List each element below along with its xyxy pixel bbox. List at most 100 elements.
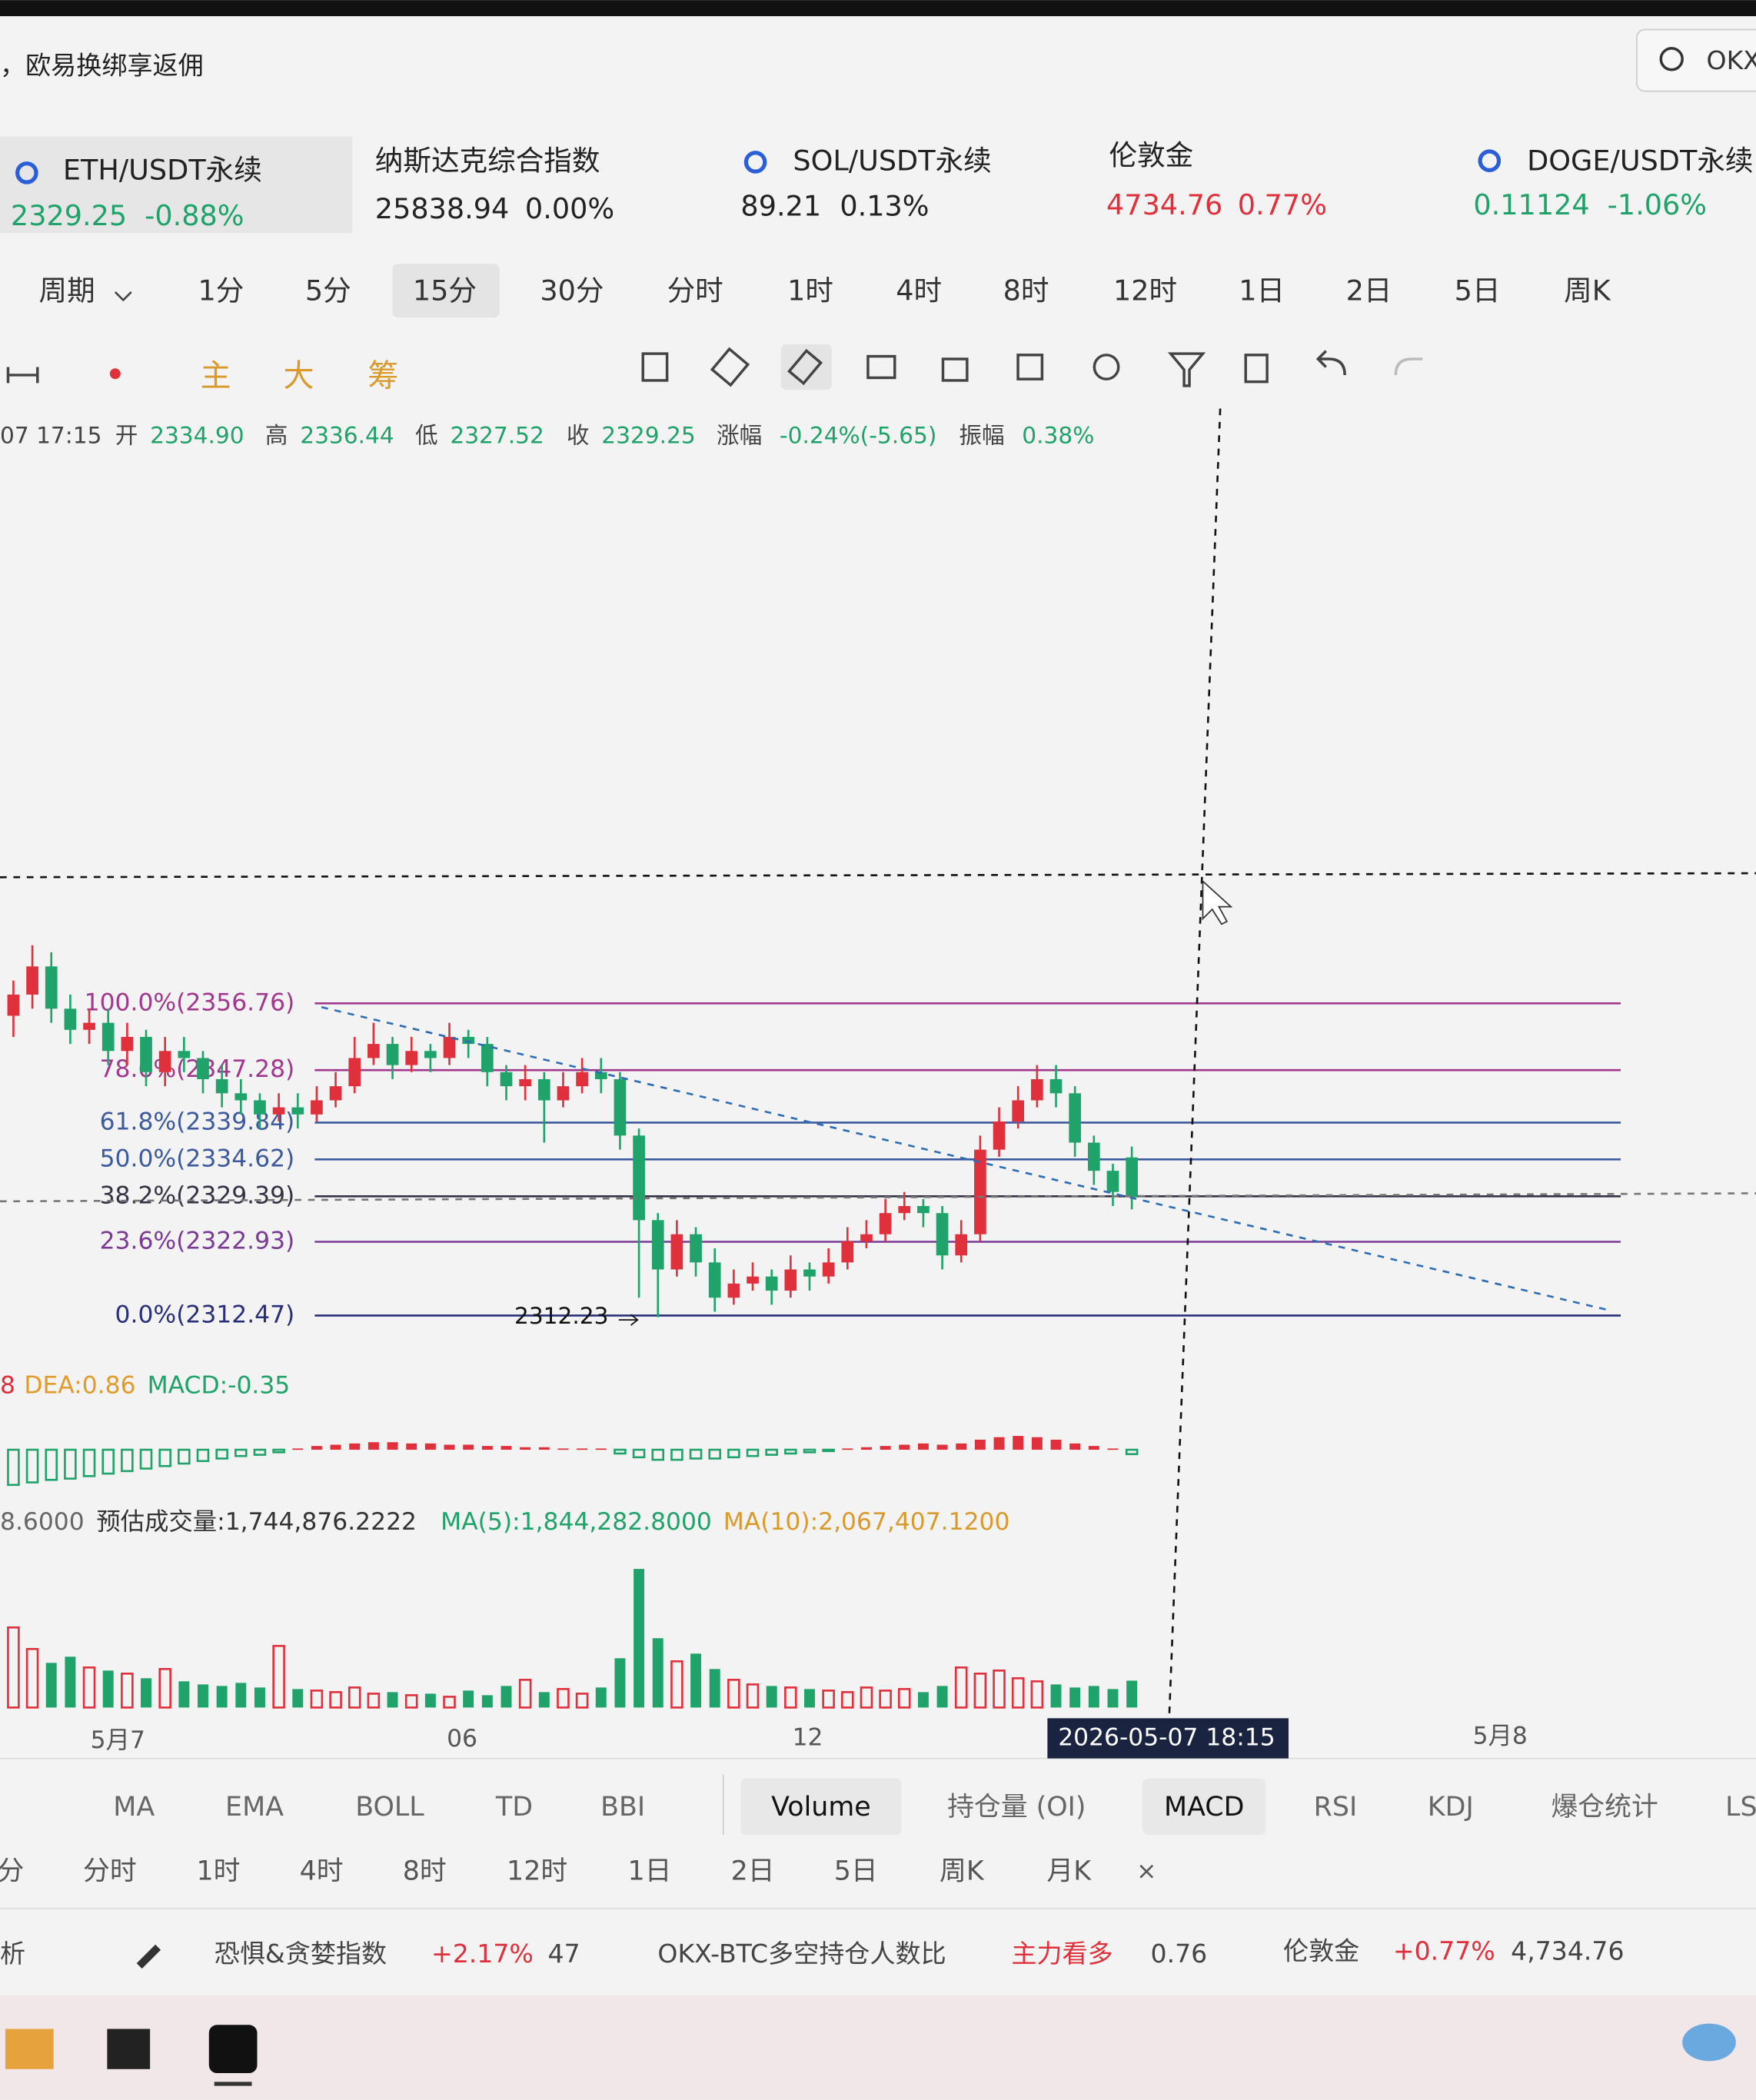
tool-icon[interactable] <box>787 348 823 386</box>
footer-tag: 主力看多 <box>1011 1939 1112 1969</box>
tool-icon[interactable] <box>710 347 750 387</box>
indicator-tab[interactable]: 持仓量 (OI) <box>947 1792 1086 1823</box>
period-button[interactable]: 周K <box>1564 274 1611 307</box>
macd-bar <box>139 1448 153 1470</box>
taskbar-app[interactable] <box>5 2029 54 2069</box>
period-button[interactable]: 8时 <box>403 1856 447 1887</box>
period-button[interactable]: 4时 <box>896 274 942 307</box>
ad-text[interactable]: ，欧易换绑享返佣 <box>0 51 204 81</box>
indicator-tab[interactable]: Volume <box>771 1792 871 1823</box>
search-box[interactable] <box>1636 28 1756 92</box>
info-value: 0.38% <box>1022 423 1094 449</box>
indicator-tab[interactable]: 爆仓统计 <box>1551 1792 1658 1823</box>
candle-body <box>26 966 38 995</box>
ticker-name[interactable]: 伦敦金 <box>1109 138 1194 171</box>
indicator-tab[interactable]: RSI <box>1314 1792 1358 1823</box>
macd-bar <box>158 1448 171 1467</box>
ticker-name[interactable]: DOGE/USDT永续 <box>1527 144 1753 177</box>
period-button[interactable]: 12时 <box>1113 274 1177 307</box>
period-button[interactable]: 1日 <box>627 1856 671 1887</box>
period-button[interactable]: 月K <box>1046 1856 1092 1887</box>
volume-bar <box>879 1690 892 1709</box>
tool-icon[interactable] <box>866 354 896 380</box>
macd-bar <box>311 1446 322 1450</box>
volume-bar <box>404 1694 418 1709</box>
candle-body <box>500 1072 513 1087</box>
macd-bar <box>917 1443 929 1450</box>
volume-bar <box>254 1687 265 1708</box>
period-button[interactable]: 4时 <box>300 1856 344 1887</box>
info-value: 2336.44 <box>300 423 394 449</box>
crosshair-v <box>1168 408 1222 1715</box>
period-button[interactable]: 5日 <box>1455 274 1501 307</box>
ticker-name[interactable]: SOL/USDT永续 <box>793 144 991 177</box>
dropdown-arrow[interactable] <box>114 291 132 302</box>
period-button[interactable]: 2日 <box>731 1856 775 1887</box>
info-value: 2329.25 <box>601 423 695 449</box>
volume-bar <box>292 1689 304 1708</box>
candle-body <box>424 1051 437 1058</box>
period-button[interactable]: 分时 <box>83 1856 137 1887</box>
period-button[interactable]: 周K <box>940 1856 985 1887</box>
toolbar-button[interactable]: 筹 <box>367 358 398 394</box>
period-button[interactable]: 15分 <box>413 274 477 307</box>
indicator-tab[interactable]: BOLL <box>355 1792 424 1823</box>
indicator-tab[interactable]: BBI <box>600 1792 645 1823</box>
toolbar-button[interactable]: 主 <box>200 358 231 394</box>
volume-bar <box>82 1666 96 1709</box>
close-icon[interactable]: × <box>1136 1858 1156 1886</box>
tool-icon[interactable] <box>1016 354 1044 380</box>
period-button[interactable]: 分时 <box>667 274 723 307</box>
volume-bar <box>102 1670 114 1708</box>
period-button[interactable]: 1日 <box>1239 274 1285 307</box>
search-text[interactable]: OKX <box>1707 45 1756 75</box>
indicator-tab[interactable]: KDJ <box>1428 1792 1474 1823</box>
macd-bar <box>1069 1443 1081 1450</box>
ticker-change: 0.00% <box>525 192 614 225</box>
ticker-name[interactable]: ETH/USDT永续 <box>63 154 262 187</box>
volume-bar <box>216 1686 228 1708</box>
candle-body <box>291 1107 304 1115</box>
taskbar-app[interactable] <box>208 2025 258 2074</box>
period-button[interactable]: 1时 <box>196 1856 240 1887</box>
tickers: ETH/USDT永续 2329.25 -0.88% 纳斯达克综合指数 25838… <box>11 138 1754 231</box>
tool-icon[interactable] <box>1315 350 1346 376</box>
taskbar-app[interactable] <box>107 2029 151 2069</box>
period-button[interactable]: 8时 <box>1003 274 1049 307</box>
period-button[interactable]: 5日 <box>834 1856 878 1887</box>
tool-icon[interactable] <box>1394 357 1423 376</box>
period-button[interactable]: 12时 <box>507 1856 567 1887</box>
info-label: 高 <box>265 423 288 449</box>
volume-bar <box>158 1668 171 1709</box>
footer-value: 0.76 <box>1151 1939 1208 1969</box>
macd-bar <box>880 1446 891 1450</box>
tool-icon[interactable] <box>1167 352 1206 387</box>
period-button[interactable]: 1时 <box>787 274 833 307</box>
toolbar-button[interactable]: 大 <box>283 358 314 394</box>
macd-bar <box>1050 1439 1062 1450</box>
period-button[interactable]: 分 <box>0 1856 24 1887</box>
weather-icon[interactable] <box>1682 2023 1736 2062</box>
cursor <box>1202 879 1233 925</box>
tool-icon[interactable] <box>641 352 669 382</box>
indicator-tab[interactable]: MACD <box>1164 1792 1244 1823</box>
indicator-tab[interactable]: LS <box>1725 1792 1756 1823</box>
ticker-name[interactable]: 纳斯达克综合指数 <box>375 144 600 177</box>
tool-icon[interactable] <box>941 357 969 382</box>
macd-bar <box>708 1448 721 1460</box>
edit-icon[interactable] <box>136 1944 161 1969</box>
indicator-tab[interactable]: EMA <box>225 1792 284 1823</box>
tool-icon[interactable] <box>1244 354 1269 384</box>
tool-icon[interactable] <box>6 367 39 384</box>
indicator-tab[interactable]: MA <box>113 1792 155 1823</box>
info-label: 收 <box>567 423 590 449</box>
period-button[interactable]: 周期 <box>39 274 95 307</box>
footer-text[interactable]: 析 <box>0 1939 25 1969</box>
period-button[interactable]: 5分 <box>305 274 351 307</box>
candle-body <box>803 1269 816 1277</box>
tool-icon[interactable] <box>1093 354 1120 380</box>
period-button[interactable]: 1分 <box>198 274 244 307</box>
indicator-tab[interactable]: TD <box>495 1792 533 1823</box>
period-button[interactable]: 2日 <box>1346 274 1392 307</box>
period-button[interactable]: 30分 <box>540 274 604 307</box>
